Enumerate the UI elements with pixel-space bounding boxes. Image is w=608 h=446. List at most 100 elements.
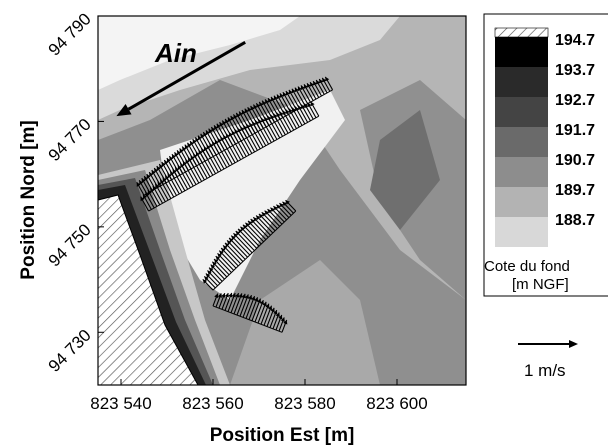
- legend-swatch: [495, 187, 548, 217]
- velocity-vector: [272, 113, 286, 136]
- velocity-vector: [228, 237, 248, 258]
- legend-swatch: [495, 97, 548, 127]
- velocity-vector-head: [310, 101, 315, 107]
- velocity-vector-head: [166, 158, 171, 163]
- velocity-vector-head: [155, 183, 160, 189]
- velocity-vector: [182, 160, 197, 185]
- velocity-vector-head: [151, 170, 156, 175]
- velocity-vector-head: [270, 207, 275, 212]
- legend-swatch: [495, 37, 548, 67]
- y-axis-label: Position Nord [m]: [18, 120, 39, 279]
- velocity-vector-head: [245, 222, 250, 228]
- velocity-vector-head: [170, 171, 175, 176]
- velocity-vector-head: [268, 98, 272, 103]
- velocity-vector-head: [217, 138, 222, 143]
- velocity-vector: [252, 216, 271, 236]
- velocity-vector-head: [282, 110, 287, 116]
- plot-frame: [97, 15, 467, 386]
- velocity-vector-head: [262, 301, 267, 307]
- velocity-vector-head: [268, 305, 273, 311]
- velocity-vector-head: [154, 168, 159, 173]
- velocity-vector-head: [204, 276, 209, 281]
- velocity-vector-head: [224, 293, 229, 298]
- velocity-vector-head: [280, 317, 285, 322]
- velocity-vector-head: [307, 83, 311, 88]
- velocity-vector-head: [172, 154, 176, 159]
- velocity-vector-head: [144, 176, 149, 181]
- velocity-vector-head: [193, 153, 198, 159]
- velocity-vector: [266, 115, 281, 139]
- velocity-vector: [254, 120, 270, 145]
- velocity-vector-head: [204, 146, 208, 151]
- velocity-vector: [172, 168, 186, 192]
- velocity-vector-head: [238, 293, 243, 298]
- y-tick-label: 94 730: [45, 326, 95, 376]
- velocity-vector-head: [214, 125, 219, 130]
- velocity-vector-head: [265, 99, 270, 104]
- velocity-vector: [269, 114, 284, 137]
- velocity-vector-head: [276, 94, 281, 100]
- velocity-vector-head: [207, 270, 212, 275]
- legend-swatch: [495, 67, 548, 97]
- velocity-vector: [228, 131, 244, 159]
- velocity-vector-head: [322, 77, 327, 83]
- velocity-vector: [257, 118, 272, 143]
- velocity-vector-head: [242, 224, 248, 230]
- velocity-vector-head: [267, 115, 272, 121]
- velocity-vector: [250, 218, 269, 238]
- legend-hatched-swatch: [494, 27, 549, 38]
- velocity-vector: [247, 220, 267, 240]
- legend-title-line1: Cote du fond: [484, 258, 570, 275]
- velocity-vector-head: [294, 87, 299, 93]
- velocity-vector-head: [147, 190, 152, 195]
- velocity-vector-head: [247, 107, 252, 112]
- velocity-vector-head: [208, 128, 213, 134]
- velocity-vector-head: [240, 226, 245, 232]
- velocity-vector-head: [249, 122, 254, 128]
- y-tick-label: 94 770: [45, 115, 95, 165]
- velocity-vector: [185, 158, 200, 184]
- velocity-vector-head: [285, 109, 290, 115]
- x-tick-label: 823 560: [182, 394, 243, 413]
- velocity-vector-head: [258, 213, 264, 219]
- velocity-vector: [225, 133, 242, 160]
- velocity-vector-head: [264, 210, 269, 216]
- velocity-scale-label: 1 m/s: [524, 361, 566, 380]
- velocity-vector-head: [177, 165, 182, 170]
- velocity-vector-head: [285, 200, 290, 205]
- velocity-vector-head: [251, 296, 256, 301]
- velocity-vector-head: [219, 122, 224, 127]
- velocity-vector-head: [237, 127, 242, 133]
- velocity-vector-head: [270, 114, 275, 120]
- velocity-vector-head: [150, 187, 155, 193]
- velocity-vector-head: [195, 151, 200, 157]
- velocity-vector: [226, 239, 246, 260]
- velocity-vector-head: [270, 307, 275, 313]
- velocity-vector: [242, 125, 258, 151]
- velocity-vector: [234, 129, 250, 156]
- velocity-vector: [235, 230, 255, 251]
- velocity-vector-head: [304, 103, 309, 109]
- x-tick-label: 823 600: [366, 394, 427, 413]
- legend-level-label: 191.7: [555, 122, 595, 139]
- velocity-vector-head: [227, 117, 232, 122]
- velocity-vector-head: [273, 206, 278, 211]
- velocity-vector: [230, 235, 251, 256]
- velocity-vector-head: [225, 118, 229, 124]
- velocity-vector-head: [241, 110, 246, 115]
- legend-level-label: 189.7: [555, 182, 595, 199]
- velocity-vector-head: [139, 180, 144, 185]
- velocity-vector-head: [182, 161, 187, 166]
- velocity-vector-head: [310, 82, 315, 87]
- velocity-vectors: [136, 76, 334, 333]
- velocity-vector-head: [256, 215, 261, 220]
- velocity-vector: [222, 134, 239, 162]
- velocity-vector: [245, 123, 261, 150]
- velocity-vector-head: [211, 126, 216, 132]
- velocity-vector-head: [275, 312, 280, 318]
- legend-level-label: 194.7: [555, 32, 595, 49]
- velocity-vector-head: [241, 293, 246, 299]
- velocity-vector-head: [288, 89, 293, 95]
- velocity-vector: [187, 157, 203, 182]
- river-flow-arrow: [116, 41, 246, 117]
